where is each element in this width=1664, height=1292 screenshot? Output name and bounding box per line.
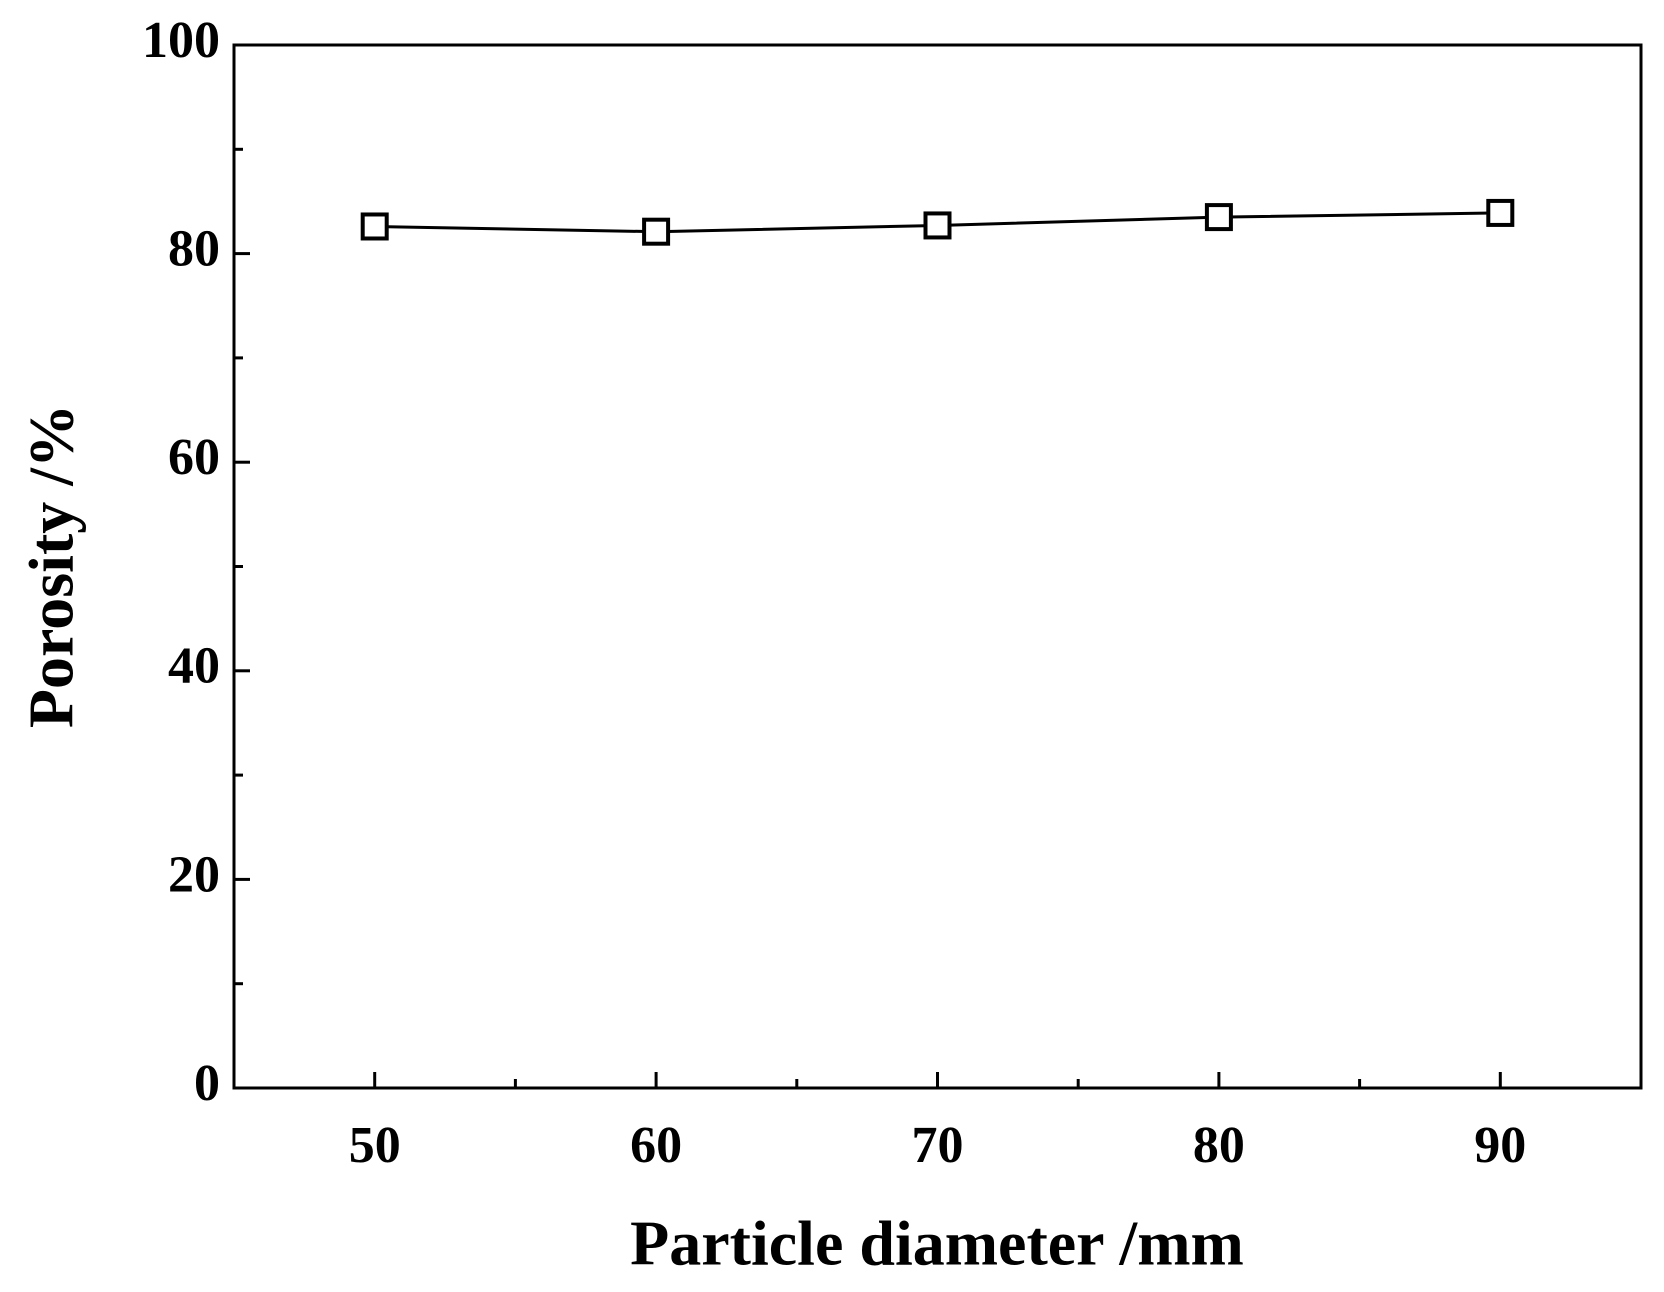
y-tick-label: 0 bbox=[194, 1055, 220, 1112]
marker bbox=[1204, 203, 1233, 232]
marker bbox=[360, 212, 389, 241]
x-axis-label: Particle diameter /mm bbox=[630, 1208, 1244, 1279]
marker bbox=[642, 217, 671, 246]
x-tick-label: 50 bbox=[349, 1117, 401, 1174]
y-axis-label: Porosity /% bbox=[16, 404, 87, 728]
y-tick-label: 100 bbox=[142, 12, 220, 69]
marker bbox=[1486, 198, 1515, 227]
y-tick-label: 60 bbox=[168, 429, 220, 486]
y-tick-label: 40 bbox=[168, 638, 220, 695]
x-tick-label: 90 bbox=[1474, 1117, 1526, 1174]
x-tick-label: 70 bbox=[912, 1117, 964, 1174]
plot-frame bbox=[232, 43, 1643, 1090]
y-tick-label: 20 bbox=[168, 846, 220, 903]
x-tick-label: 80 bbox=[1193, 1117, 1245, 1174]
y-tick-label: 80 bbox=[168, 221, 220, 278]
marker bbox=[923, 211, 952, 240]
x-tick-label: 60 bbox=[630, 1117, 682, 1174]
